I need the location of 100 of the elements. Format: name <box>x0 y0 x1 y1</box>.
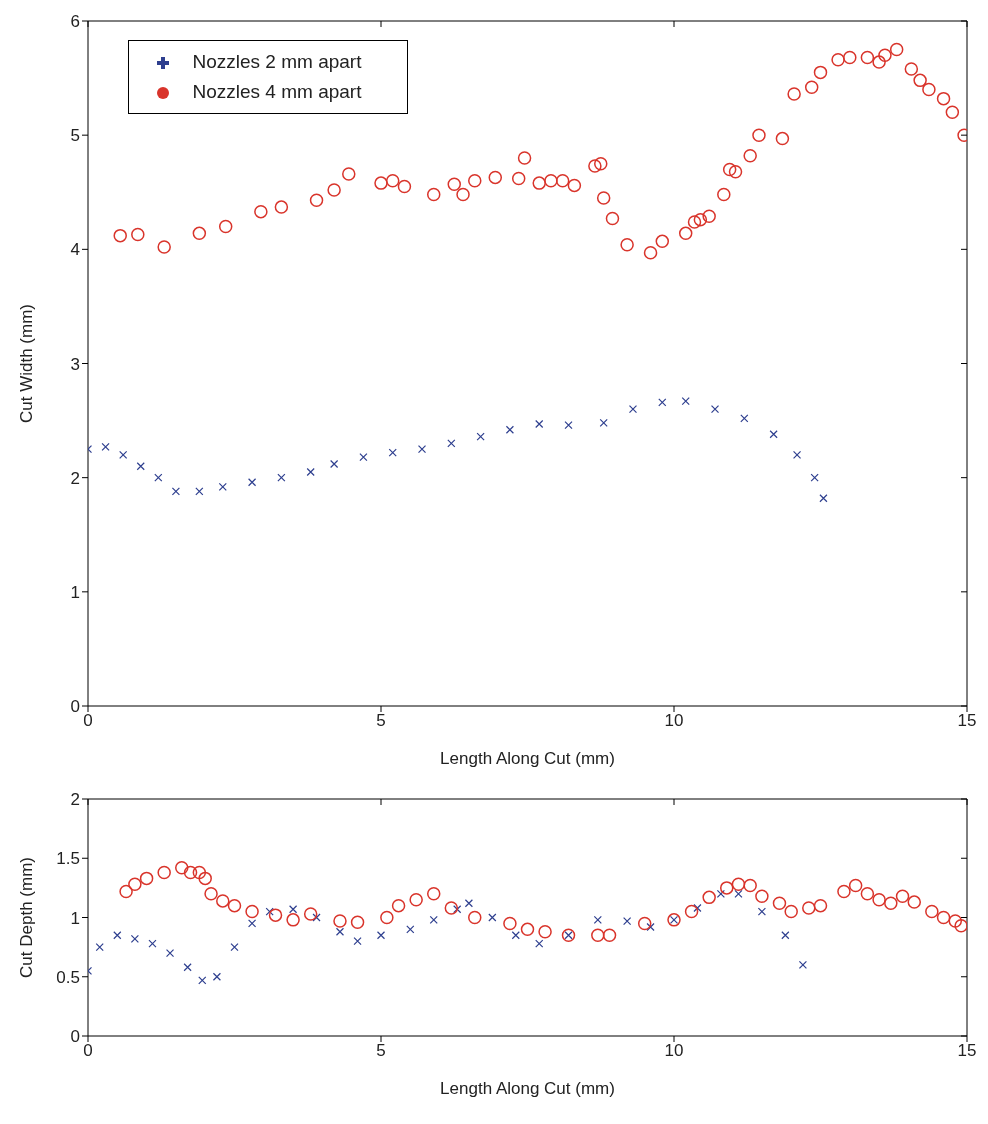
point <box>787 87 801 101</box>
legend-label: Nozzles 4 mm apart <box>192 81 362 102</box>
point <box>374 176 388 190</box>
x-tick-label: 0 <box>83 711 93 731</box>
point <box>813 65 828 80</box>
point <box>254 204 268 219</box>
point <box>245 904 259 919</box>
point <box>804 80 819 94</box>
point <box>333 914 347 928</box>
point <box>183 865 198 880</box>
point <box>327 183 341 197</box>
point <box>113 228 127 243</box>
point <box>716 889 725 898</box>
point <box>130 934 139 943</box>
point <box>335 927 345 936</box>
point <box>350 915 365 929</box>
point <box>157 865 171 880</box>
point <box>183 963 192 972</box>
point <box>157 240 171 254</box>
point <box>520 922 535 937</box>
y-axis-title: Cut Depth (mm) <box>17 857 37 978</box>
point <box>417 445 427 454</box>
y-tick-label: 2 <box>70 468 80 488</box>
point <box>722 162 737 177</box>
point <box>904 62 919 76</box>
point <box>447 177 461 192</box>
point <box>678 226 693 241</box>
point <box>406 925 415 934</box>
point <box>702 209 716 223</box>
point <box>837 884 851 899</box>
point <box>743 148 757 163</box>
point <box>740 414 749 423</box>
point <box>119 884 133 899</box>
x-tick-label: 10 <box>664 1041 684 1061</box>
point <box>784 904 798 919</box>
point <box>218 482 227 491</box>
point <box>397 179 412 194</box>
point <box>380 910 394 925</box>
point <box>353 937 362 946</box>
point <box>702 890 716 905</box>
point <box>453 905 462 914</box>
point <box>306 467 315 477</box>
point <box>268 908 283 922</box>
x-tick-label: 15 <box>957 1041 977 1061</box>
point <box>599 418 608 427</box>
point <box>719 881 734 895</box>
point <box>148 939 157 948</box>
point <box>925 904 939 919</box>
point <box>936 91 951 106</box>
point <box>948 914 963 928</box>
point <box>687 215 702 229</box>
point <box>684 904 699 919</box>
point <box>198 871 212 886</box>
x-tick-label: 0 <box>83 1041 93 1061</box>
point <box>247 478 257 487</box>
point <box>798 960 808 969</box>
point <box>623 916 632 926</box>
point <box>468 910 482 925</box>
point <box>376 931 386 940</box>
point <box>488 170 503 185</box>
point <box>922 82 936 97</box>
point <box>819 494 828 503</box>
point <box>872 892 886 907</box>
point <box>511 931 520 940</box>
point <box>476 432 485 441</box>
y-tick-label: 5 <box>70 126 80 146</box>
point <box>409 892 423 907</box>
point <box>913 73 927 88</box>
point <box>192 865 207 880</box>
point <box>265 907 274 916</box>
y-tick-label: 2 <box>70 790 80 810</box>
point <box>813 898 828 913</box>
point <box>429 915 438 924</box>
x-axis-title: Length Along Cut (mm) <box>440 749 615 768</box>
point <box>131 227 145 242</box>
point <box>567 178 582 193</box>
point <box>564 421 573 430</box>
point <box>247 919 257 928</box>
point <box>119 450 128 459</box>
point <box>218 219 233 234</box>
x-tick-label: 5 <box>376 1041 386 1061</box>
x-tick-label: 15 <box>957 711 977 731</box>
point <box>426 887 441 901</box>
point <box>192 226 207 241</box>
point <box>596 191 611 205</box>
point <box>171 487 180 496</box>
point <box>342 167 356 181</box>
point <box>646 922 655 932</box>
point <box>544 174 558 188</box>
y-tick-label: 3 <box>70 354 80 374</box>
point <box>136 462 145 471</box>
point <box>230 943 239 952</box>
point <box>895 889 910 903</box>
y-tick-label: 6 <box>70 12 80 32</box>
point <box>505 425 515 434</box>
point <box>620 238 634 252</box>
point <box>594 156 608 171</box>
point <box>113 931 122 940</box>
point <box>535 939 544 948</box>
x-axis-title: Length Along Cut (mm) <box>440 1079 615 1098</box>
